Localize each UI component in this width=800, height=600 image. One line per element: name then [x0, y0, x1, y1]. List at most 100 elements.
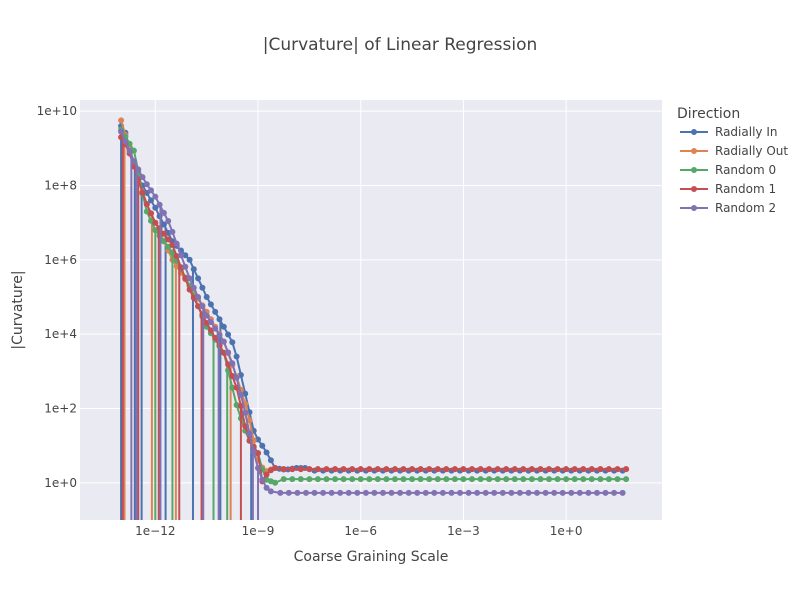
data-point: [619, 489, 626, 496]
data-point: [220, 323, 227, 330]
data-point: [400, 466, 407, 473]
data-point: [597, 466, 604, 473]
data-point: [477, 476, 484, 483]
data-point: [576, 489, 583, 496]
data-point: [508, 489, 515, 496]
data-point: [199, 303, 206, 310]
data-point: [332, 466, 339, 473]
legend-label: Random 2: [715, 201, 776, 215]
data-point: [237, 391, 244, 398]
data-point: [314, 476, 321, 483]
data-point: [229, 384, 236, 391]
data-point: [246, 430, 253, 437]
data-point: [551, 489, 558, 496]
data-point: [457, 489, 463, 496]
data-point: [563, 466, 570, 473]
data-point: [594, 489, 600, 496]
data-point: [328, 489, 335, 496]
data-point: [250, 448, 257, 455]
x-tick-label: 1e−3: [447, 524, 480, 538]
legend-swatch-marker: [691, 148, 697, 154]
data-point: [474, 489, 481, 496]
legend-item-radially-in[interactable]: Radially In: [680, 125, 777, 139]
legend-item-random-1[interactable]: Random 1: [680, 182, 776, 196]
legend-item-random-0[interactable]: Random 0: [680, 163, 776, 177]
data-point: [263, 449, 270, 456]
legend-item-random-2[interactable]: Random 2: [680, 201, 776, 215]
data-point: [152, 193, 159, 200]
data-point: [229, 360, 236, 367]
data-point: [431, 489, 438, 496]
data-point: [229, 339, 236, 346]
x-tick-label: 1e−9: [242, 524, 275, 538]
data-point: [289, 476, 296, 483]
data-point: [588, 476, 595, 483]
legend-label: Radially Out: [715, 144, 788, 158]
data-point: [306, 476, 313, 483]
data-point: [528, 476, 535, 483]
data-point: [285, 489, 292, 496]
data-point: [542, 489, 549, 496]
data-point: [190, 284, 197, 291]
data-point: [405, 489, 412, 496]
data-point: [554, 466, 561, 473]
data-point: [303, 489, 309, 496]
data-point: [216, 332, 223, 339]
data-point: [165, 236, 172, 243]
series-random-2: [118, 128, 626, 520]
data-point: [349, 466, 356, 473]
data-point: [263, 484, 270, 491]
data-point: [439, 489, 446, 496]
data-point: [323, 466, 330, 473]
legend-item-radially-out[interactable]: Radially Out: [680, 144, 788, 158]
data-point: [374, 476, 381, 483]
data-point: [195, 303, 202, 310]
data-point: [349, 476, 356, 483]
data-point: [267, 488, 274, 495]
x-tick-label: 1e+0: [550, 524, 583, 538]
data-point: [207, 319, 214, 326]
data-point: [563, 476, 570, 483]
grid: [80, 100, 662, 520]
data-point: [571, 466, 578, 473]
legend-swatch-marker: [691, 129, 697, 135]
data-point: [528, 466, 535, 473]
data-point: [118, 117, 125, 124]
data-point: [443, 476, 450, 483]
data-point: [212, 325, 219, 332]
data-point: [388, 489, 395, 496]
data-point: [511, 466, 518, 473]
data-point: [203, 294, 210, 300]
data-point: [306, 466, 313, 473]
data-point: [122, 138, 129, 145]
data-point: [554, 476, 561, 483]
data-point: [537, 476, 544, 483]
data-point: [383, 466, 390, 473]
data-point: [294, 489, 301, 496]
x-tick-label: 1e−6: [344, 524, 377, 538]
data-point: [233, 353, 240, 360]
data-point: [345, 489, 352, 496]
data-point: [280, 466, 287, 473]
data-point: [311, 489, 318, 496]
data-point: [580, 466, 587, 473]
data-point: [314, 466, 321, 473]
data-point: [225, 349, 232, 356]
y-tick-label: 1e+2: [44, 401, 77, 415]
y-tick-label: 1e+0: [44, 476, 77, 490]
legend[interactable]: Radially In Radially Out Random 0 Random 1 R…: [680, 125, 788, 215]
data-point: [207, 301, 214, 308]
data-point: [409, 466, 416, 473]
data-point: [605, 466, 612, 473]
data-point: [469, 476, 475, 483]
data-point: [143, 201, 150, 208]
data-point: [297, 476, 304, 483]
data-point: [477, 466, 484, 473]
data-point: [216, 316, 223, 323]
data-point: [623, 476, 630, 483]
legend-label: Random 0: [715, 163, 776, 177]
data-point: [597, 476, 604, 483]
data-point: [511, 476, 518, 483]
data-point: [190, 266, 197, 273]
